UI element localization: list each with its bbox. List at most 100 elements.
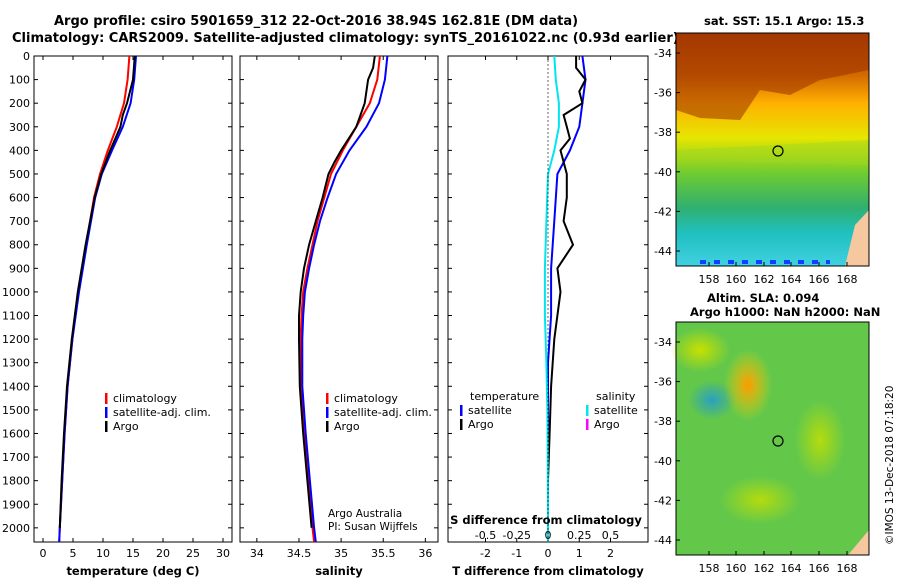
sst-axes: 158 160 162 164 166 168 -34 -36 -38 -40 -42 -44 xyxy=(654,47,857,286)
legend-label: satellite-adj. clim. xyxy=(113,406,211,419)
x-tick-label: 30 xyxy=(216,547,230,560)
legend-label: Argo xyxy=(334,420,360,433)
map-x-tick-label: 160 xyxy=(726,562,747,575)
x-axis-label: T difference from climatology xyxy=(452,564,644,578)
panel-frame xyxy=(239,55,439,543)
map-x-tick-label: 168 xyxy=(837,562,858,575)
map-y-tick-label: -44 xyxy=(654,534,672,547)
map-y-tick-label: -42 xyxy=(654,205,672,218)
map-x-tick-label: 164 xyxy=(781,562,802,575)
legend-swatch xyxy=(586,405,589,416)
x-tick-label: 34.5 xyxy=(287,547,312,560)
y-tick-label: 1500 xyxy=(2,404,30,417)
series-line xyxy=(543,55,560,542)
y-tick-label: 1600 xyxy=(2,427,30,440)
map-y-tick-label: -42 xyxy=(654,494,672,507)
x2-tick-label: 0.25 xyxy=(567,529,592,542)
sla-argo-marker xyxy=(772,435,784,447)
map-y-tick-label: -40 xyxy=(654,166,672,179)
map-y-tick-label: -38 xyxy=(654,126,672,139)
sla-frame xyxy=(675,321,870,556)
map-x-tick-label: 164 xyxy=(781,273,802,286)
y-tick-label: 1800 xyxy=(2,475,30,488)
y-tick-label: 400 xyxy=(9,144,30,157)
y-tick-label: 0 xyxy=(23,50,30,63)
y-tick-label: 1300 xyxy=(2,357,30,370)
y-tick-label: 900 xyxy=(9,262,30,275)
y-tick-label: 300 xyxy=(9,121,30,134)
legend-swatch xyxy=(586,419,589,430)
sst-front xyxy=(676,140,869,165)
sst-warm-region xyxy=(676,33,869,120)
x-tick-label: 25 xyxy=(186,547,200,560)
x2-tick-label: -0.25 xyxy=(503,529,531,542)
y-tick-label: 700 xyxy=(9,215,30,228)
legend-label: satellite-adj. clim. xyxy=(334,406,432,419)
map-x-tick-label: 158 xyxy=(699,273,720,286)
map-y-tick-label: -44 xyxy=(654,245,672,258)
title-line1: Argo profile: csiro 5901659_312 22-Oct-2… xyxy=(54,14,578,29)
y-tick-label: 500 xyxy=(9,168,30,181)
legend-swatch xyxy=(460,405,463,416)
map-y-tick-label: -34 xyxy=(654,336,672,349)
map-x-tick-label: 166 xyxy=(809,562,830,575)
series-line xyxy=(298,55,376,528)
x-tick-label: 5 xyxy=(70,547,77,560)
sla-axes: 158 160 162 164 166 168 -34 -36 -38 -40 -42 -44 xyxy=(654,336,857,575)
x-tick-label: 1 xyxy=(576,547,583,560)
legend-label: temperature xyxy=(470,390,539,403)
y-tick-label: 800 xyxy=(9,239,30,252)
y-tick-label: 2000 xyxy=(2,522,30,535)
map-x-tick-label: 160 xyxy=(726,273,747,286)
legend-label: salinity xyxy=(596,390,636,403)
legend-swatch xyxy=(326,393,329,404)
x-tick-label: 0 xyxy=(40,547,47,560)
legend-label: Argo xyxy=(113,420,139,433)
series-line xyxy=(547,56,587,528)
x-tick-label: 0 xyxy=(545,547,552,560)
legend-swatch xyxy=(326,407,329,418)
y-tick-label: 1700 xyxy=(2,451,30,464)
map-y-tick-label: -38 xyxy=(654,415,672,428)
legend-swatch xyxy=(326,421,329,432)
map-y-tick-label: -36 xyxy=(654,376,672,389)
legend-swatch xyxy=(105,393,108,404)
x-tick-label: 34 xyxy=(250,547,264,560)
x-tick-label: 36 xyxy=(418,547,432,560)
sla-map-panel: Altim. SLA: 0.094 Argo h1000: NaN h2000:… xyxy=(654,291,880,575)
x2-tick-label: -0.5 xyxy=(475,529,496,542)
series-line xyxy=(58,55,136,528)
y-tick-label: 600 xyxy=(9,192,30,205)
legend-label: Argo xyxy=(468,418,494,431)
salinity-panel: 34 34.5 35 35.5 36 salinity climatologysatelli… xyxy=(239,55,439,578)
map-x-tick-label: 162 xyxy=(754,562,775,575)
map-x-tick-label: 158 xyxy=(699,562,720,575)
y-tick-label: 1900 xyxy=(2,498,30,511)
credit-text: ©IMOS 13-Dec-2018 07:18:20 xyxy=(884,386,896,545)
legend-swatch xyxy=(105,421,108,432)
x-tick-label: 15 xyxy=(126,547,140,560)
sst-argo-marker xyxy=(772,145,784,157)
temperature-panel: 0100200300400500600700800900100011001200… xyxy=(2,50,233,578)
x-tick-label: -1 xyxy=(511,547,522,560)
sla-ridge-2 xyxy=(720,476,800,524)
x2-tick-label: 0.5 xyxy=(602,529,620,542)
x-tick-label: 2 xyxy=(607,547,614,560)
legend-label: satellite xyxy=(468,404,512,417)
x-tick-label: -2 xyxy=(480,547,491,560)
map-x-tick-label: 166 xyxy=(809,273,830,286)
x-tick-label: 35.5 xyxy=(371,547,396,560)
legend-swatch xyxy=(460,419,463,430)
x2-axis-label: S difference from climatology xyxy=(450,513,642,527)
y-tick-label: 1200 xyxy=(2,333,30,346)
difference-panel: -2 -1 0 1 2 T difference from climatology S di… xyxy=(447,55,649,578)
y-tick-label: 1000 xyxy=(2,286,30,299)
y-tick-label: 1400 xyxy=(2,380,30,393)
map-y-tick-label: -40 xyxy=(654,455,672,468)
y-tick-label: 100 xyxy=(9,74,30,87)
sla-land xyxy=(848,530,869,555)
sla-ridge xyxy=(795,400,845,480)
x-tick-label: 35 xyxy=(334,547,348,560)
legend-label: Argo xyxy=(594,418,620,431)
sst-land xyxy=(845,210,869,266)
